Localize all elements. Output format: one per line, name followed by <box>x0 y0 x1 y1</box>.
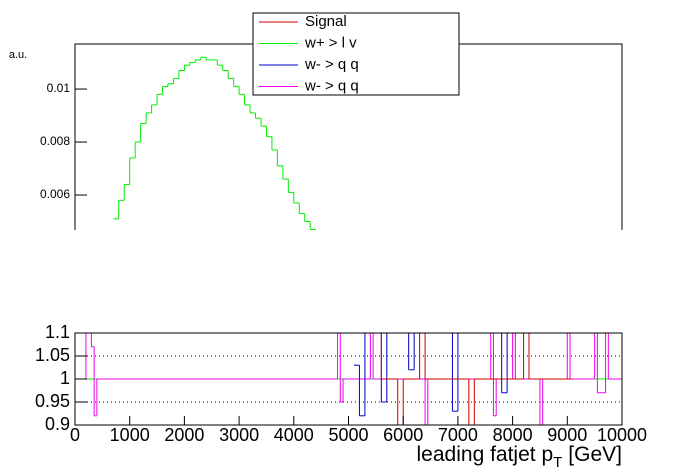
x-tick-label: 3000 <box>219 425 259 445</box>
x-tick-label: 0 <box>70 425 80 445</box>
legend: Signal w+ > l v w- > q q w- > q q <box>252 12 460 96</box>
y-tick-label: 0.01 <box>47 81 71 95</box>
ratio-plot-area <box>75 333 622 425</box>
y-tick-label: 1.05 <box>35 345 70 365</box>
x-axis-label: leading fatjet pT [GeV] <box>417 443 622 471</box>
y-tick-label: 0.008 <box>40 134 70 148</box>
y-tick-label: 0.95 <box>35 391 70 411</box>
x-tick-label: 4000 <box>274 425 314 445</box>
y-axis-label: a.u. <box>9 49 27 61</box>
x-tick-label: 2000 <box>164 425 204 445</box>
legend-label: Signal <box>305 13 347 30</box>
y-tick-label: 0.9 <box>45 414 70 434</box>
x-tick-label: 7000 <box>438 425 478 445</box>
legend-box <box>252 12 460 96</box>
top-plot-area <box>113 56 316 230</box>
x-tick-label: 9000 <box>547 425 587 445</box>
legend-label: w- > q q <box>304 56 359 73</box>
y-tick-label: 1.1 <box>45 322 70 342</box>
x-axis-label-unit: [GeV] <box>568 443 622 466</box>
x-tick-label: 8000 <box>493 425 533 445</box>
legend-label: w+ > l v <box>304 34 357 51</box>
y-tick-label: 1 <box>60 368 70 388</box>
y-tick-label: 0.006 <box>40 187 70 201</box>
x-axis-label-main: leading fatjet p <box>417 443 554 466</box>
legend-label: w- > q q <box>304 77 359 94</box>
x-tick-label: 1000 <box>110 425 150 445</box>
x-tick-label: 6000 <box>383 425 423 445</box>
x-axis-label-sub: T <box>553 454 562 471</box>
x-tick-label: 5000 <box>328 425 368 445</box>
x-tick-label: 10000 <box>597 425 647 445</box>
